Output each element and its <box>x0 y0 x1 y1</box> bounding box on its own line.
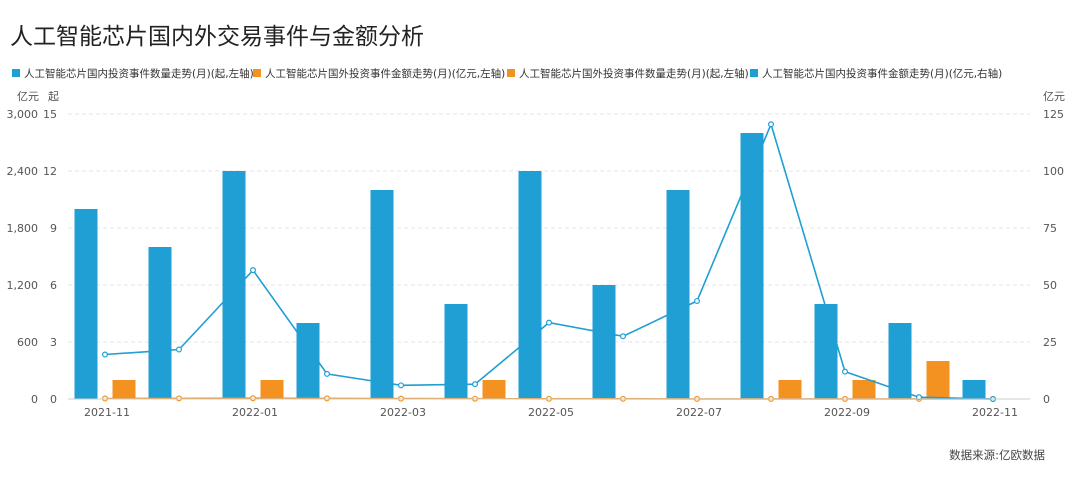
legend-label-domestic-count: 人工智能芯片国内投资事件数量走势(月)(起,左轴) <box>24 67 254 80</box>
line-domestic-amount-point <box>841 368 848 375</box>
left-inner-tick-label: 9 <box>50 222 57 235</box>
bar-domestic-count <box>888 323 912 399</box>
bar-foreign-count <box>482 380 506 399</box>
bar-domestic-count <box>740 133 764 399</box>
bar-domestic-count <box>148 247 172 399</box>
left-outer-tick-label: 1,200 <box>7 279 39 292</box>
legend-swatch-domestic-amount <box>750 69 758 77</box>
legend-label-foreign-count: 人工智能芯片国外投资事件数量走势(月)(起,左轴) <box>519 67 749 80</box>
left-inner-tick-label: 15 <box>43 108 57 121</box>
left-inner-axis-unit: 起 <box>48 90 59 103</box>
legend-label-foreign-amount: 人工智能芯片国外投资事件金额走势(月)(亿元,左轴) <box>265 67 505 80</box>
bar-domestic-count <box>370 190 394 399</box>
line-foreign-amount-point <box>176 395 183 402</box>
legend-swatch-foreign-amount <box>253 69 261 77</box>
right-tick-label: 75 <box>1043 222 1057 235</box>
left-outer-tick-label: 2,400 <box>7 165 39 178</box>
legend-swatch-foreign-count <box>507 69 515 77</box>
chart-title: 人工智能芯片国内外交易事件与金额分析 <box>10 24 424 50</box>
x-tick-label: 2022-11 <box>972 406 1018 419</box>
bar-domestic-count <box>962 380 986 399</box>
bar-domestic-count <box>592 285 616 399</box>
left-outer-tick-label: 1,800 <box>7 222 39 235</box>
line-domestic-amount-point <box>324 370 331 377</box>
line-domestic-amount-point <box>915 394 922 401</box>
grid-lines <box>68 113 1030 343</box>
bar-domestic-count <box>222 171 246 399</box>
line-domestic-amount-point <box>693 297 700 304</box>
right-tick-label: 125 <box>1043 108 1064 121</box>
line-domestic-amount-point <box>176 346 183 353</box>
right-tick-label: 0 <box>1043 393 1050 406</box>
x-tick-label: 2021-11 <box>84 406 130 419</box>
bar-domestic-count <box>296 323 320 399</box>
left-inner-tick-label: 3 <box>50 336 57 349</box>
x-tick-label: 2022-09 <box>824 406 870 419</box>
left-outer-axis-unit: 亿元 <box>17 90 39 103</box>
left-outer-axis: 0 600 1,200 1,800 2,400 3,000 <box>7 108 39 406</box>
source-note: 数据来源:亿欧数据 <box>949 448 1045 462</box>
line-domestic-amount-point <box>472 381 479 388</box>
left-outer-tick-label: 0 <box>31 393 38 406</box>
left-inner-tick-label: 12 <box>43 165 57 178</box>
left-outer-tick-label: 3,000 <box>7 108 39 121</box>
line-domestic-amount-point <box>767 121 774 128</box>
left-outer-tick-label: 600 <box>17 336 38 349</box>
bar-domestic-count <box>518 171 542 399</box>
right-tick-label: 100 <box>1043 165 1064 178</box>
x-tick-label: 2022-07 <box>676 406 722 419</box>
chart-legend: 人工智能芯片国内投资事件数量走势(月)(起,左轴) 人工智能芯片国外投资事件金额… <box>12 67 1002 80</box>
bar-domestic-count <box>666 190 690 399</box>
left-inner-tick-label: 0 <box>50 393 57 406</box>
legend-item-foreign-count[interactable]: 人工智能芯片国外投资事件数量走势(月)(起,左轴) <box>507 67 749 80</box>
bar-foreign-count <box>112 380 136 399</box>
x-tick-label: 2022-05 <box>528 406 574 419</box>
legend-item-domestic-amount[interactable]: 人工智能芯片国内投资事件金额走势(月)(亿元,右轴) <box>750 67 1002 80</box>
legend-item-domestic-count[interactable]: 人工智能芯片国内投资事件数量走势(月)(起,左轴) <box>12 67 254 80</box>
legend-swatch-domestic-count <box>12 69 20 77</box>
right-tick-label: 25 <box>1043 336 1057 349</box>
legend-item-foreign-amount[interactable]: 人工智能芯片国外投资事件金额走势(月)(亿元,左轴) <box>253 67 505 80</box>
right-axis-unit: 亿元 <box>1043 90 1065 103</box>
x-axis: 2021-11 2022-01 2022-03 2022-05 2022-07 2022-… <box>68 398 1030 419</box>
line-foreign-amount-point <box>250 395 257 402</box>
bar-series <box>74 133 986 399</box>
x-tick-label: 2022-01 <box>232 406 278 419</box>
bar-domestic-count <box>74 209 98 399</box>
line-foreign-amount-point <box>324 395 331 402</box>
line-domestic-amount-point <box>398 382 405 389</box>
left-inner-axis: 0 3 6 9 12 15 <box>43 108 57 406</box>
bar-foreign-count <box>778 380 802 399</box>
legend-label-domestic-amount: 人工智能芯片国内投资事件金额走势(月)(亿元,右轴) <box>762 67 1002 80</box>
right-axis: 0 25 50 75 100 125 <box>1043 108 1064 406</box>
line-domestic-amount-point <box>250 267 257 274</box>
line-domestic-amount-point <box>101 351 108 358</box>
bar-foreign-count <box>926 361 950 399</box>
line-domestic-amount-point <box>619 333 626 340</box>
right-tick-label: 50 <box>1043 279 1057 292</box>
bar-domestic-count <box>444 304 468 399</box>
line-domestic-amount-point <box>545 319 552 326</box>
bar-foreign-count <box>260 380 284 399</box>
bar-domestic-count <box>814 304 838 399</box>
bar-foreign-count <box>852 380 876 399</box>
x-tick-label: 2022-03 <box>380 406 426 419</box>
left-inner-tick-label: 6 <box>50 279 57 292</box>
